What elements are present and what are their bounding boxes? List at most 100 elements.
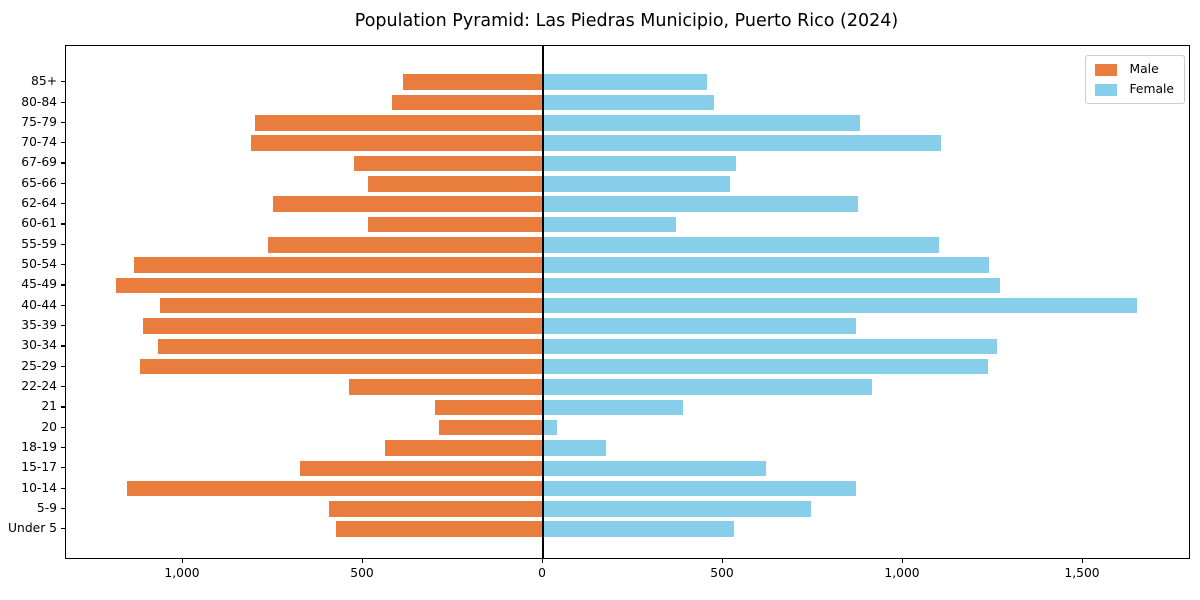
zero-axis-line bbox=[542, 46, 544, 558]
male-bar-5-9 bbox=[328, 501, 543, 517]
x-tick-1 bbox=[362, 559, 364, 563]
y-tick-67-69 bbox=[61, 162, 65, 164]
y-tick-label-45-49: 45-49 bbox=[21, 277, 57, 292]
y-tick-label-80-84: 80-84 bbox=[21, 94, 57, 109]
male-bar-50-54 bbox=[134, 257, 543, 273]
legend-item-female: Female bbox=[1094, 82, 1174, 96]
female-bar-20 bbox=[543, 419, 558, 436]
female-bar-75-79 bbox=[543, 115, 860, 131]
male-bar-70-74 bbox=[251, 135, 543, 151]
y-tick-10-14 bbox=[61, 487, 65, 489]
male-bar-35-39 bbox=[143, 318, 543, 334]
female-swatch-icon bbox=[1094, 83, 1117, 96]
male-bar-22-24 bbox=[348, 379, 543, 395]
y-tick-5-9 bbox=[61, 507, 65, 510]
female-bar-62-64 bbox=[543, 196, 858, 212]
x-tick-label-0: 1,000 bbox=[164, 566, 200, 580]
y-tick-label-under-5: Under 5 bbox=[8, 521, 57, 536]
y-tick-18-19 bbox=[61, 446, 65, 449]
y-tick-20 bbox=[61, 426, 65, 428]
male-bar-15-17 bbox=[300, 460, 543, 477]
female-bar-5-9 bbox=[543, 501, 812, 517]
legend: Male Female bbox=[1084, 55, 1185, 104]
y-tick-55-59 bbox=[61, 243, 65, 245]
y-tick-label-35-39: 35-39 bbox=[21, 318, 57, 333]
male-bar-55-59 bbox=[267, 237, 543, 253]
female-bar-65-66 bbox=[543, 176, 731, 192]
x-tick-label-4: 1,000 bbox=[884, 566, 920, 580]
x-tick-2 bbox=[542, 559, 544, 563]
x-tick-0 bbox=[182, 559, 184, 563]
male-bar-60-61 bbox=[368, 216, 543, 233]
y-tick-label-65-66: 65-66 bbox=[21, 175, 57, 190]
x-tick-4 bbox=[902, 559, 904, 563]
x-tick-label-5: 1,500 bbox=[1064, 566, 1100, 580]
y-tick-label-50-54: 50-54 bbox=[21, 257, 57, 272]
female-bar-10-14 bbox=[543, 480, 857, 497]
y-tick-label-75-79: 75-79 bbox=[21, 114, 57, 129]
male-bar-40-44 bbox=[159, 297, 543, 314]
y-tick-label-62-64: 62-64 bbox=[21, 196, 57, 211]
y-tick-30-34 bbox=[61, 345, 65, 347]
female-bar-18-19 bbox=[543, 440, 606, 456]
y-tick-label-55-59: 55-59 bbox=[21, 236, 57, 251]
y-tick-label-70-74: 70-74 bbox=[21, 135, 57, 150]
male-bar-67-69 bbox=[354, 155, 543, 172]
x-tick-label-3: 500 bbox=[710, 566, 734, 580]
y-tick-label-25-29: 25-29 bbox=[21, 358, 57, 373]
female-bar-25-29 bbox=[543, 358, 988, 375]
legend-label-male: Male bbox=[1129, 62, 1159, 76]
y-tick-label-85+: 85+ bbox=[31, 74, 57, 89]
male-bar-21 bbox=[435, 399, 543, 416]
x-tick-label-2: 0 bbox=[538, 566, 546, 580]
y-tick-21 bbox=[61, 406, 65, 408]
legend-item-male: Male bbox=[1094, 62, 1174, 76]
male-bar-25-29 bbox=[139, 358, 543, 375]
male-bar-85+ bbox=[402, 74, 543, 90]
female-bar-40-44 bbox=[543, 297, 1137, 314]
y-tick-label-30-34: 30-34 bbox=[21, 338, 57, 353]
female-bar-22-24 bbox=[543, 379, 873, 395]
female-bar-55-59 bbox=[543, 237, 939, 253]
y-tick-label-22-24: 22-24 bbox=[21, 379, 57, 393]
y-tick-under-5 bbox=[61, 528, 65, 530]
y-tick-62-64 bbox=[61, 203, 65, 205]
y-tick-22-24 bbox=[61, 386, 65, 388]
y-tick-label-18-19: 18-19 bbox=[21, 439, 57, 454]
y-tick-80-84 bbox=[61, 101, 65, 103]
male-bar-62-64 bbox=[273, 196, 543, 212]
x-tick-3 bbox=[722, 559, 724, 563]
y-tick-25-29 bbox=[61, 365, 65, 367]
female-bar-35-39 bbox=[543, 318, 857, 334]
female-bar-21 bbox=[543, 399, 684, 416]
male-bar-80-84 bbox=[391, 94, 543, 111]
male-bar-75-79 bbox=[255, 115, 543, 131]
y-tick-60-61 bbox=[61, 223, 65, 225]
y-tick-label-10-14: 10-14 bbox=[21, 480, 57, 495]
male-bar-10-14 bbox=[127, 480, 543, 497]
y-tick-65-66 bbox=[61, 182, 65, 184]
female-bar-under-5 bbox=[543, 521, 734, 537]
y-tick-70-74 bbox=[61, 142, 65, 144]
y-tick-label-40-44: 40-44 bbox=[21, 297, 57, 312]
female-bar-30-34 bbox=[543, 338, 997, 355]
y-tick-label-60-61: 60-61 bbox=[21, 216, 57, 231]
y-tick-50-54 bbox=[61, 264, 65, 266]
y-tick-label-21: 21 bbox=[41, 399, 57, 414]
x-tick-label-1: 500 bbox=[350, 566, 374, 580]
male-bar-18-19 bbox=[384, 440, 543, 456]
female-bar-80-84 bbox=[543, 94, 714, 111]
male-bar-20 bbox=[438, 419, 543, 436]
y-tick-40-44 bbox=[61, 304, 65, 306]
y-tick-label-5-9: 5-9 bbox=[36, 500, 57, 515]
female-bar-50-54 bbox=[543, 257, 990, 273]
legend-label-female: Female bbox=[1129, 82, 1174, 96]
male-swatch-icon bbox=[1094, 63, 1117, 76]
female-bar-67-69 bbox=[543, 155, 736, 172]
female-bar-45-49 bbox=[543, 277, 1001, 294]
y-tick-45-49 bbox=[61, 284, 65, 286]
y-tick-label-67-69: 67-69 bbox=[21, 155, 57, 170]
y-tick-label-15-17: 15-17 bbox=[21, 460, 57, 475]
male-bar-under-5 bbox=[336, 521, 543, 537]
